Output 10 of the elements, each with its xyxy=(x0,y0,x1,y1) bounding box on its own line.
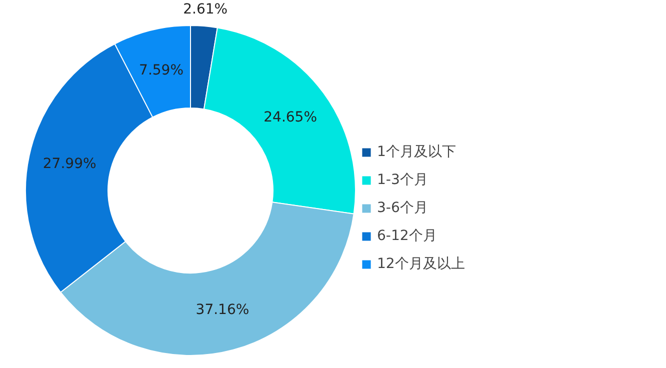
data-label: 27.99% xyxy=(42,156,96,172)
legend-label: 1个月及以下 xyxy=(377,143,456,161)
data-label: 37.16% xyxy=(196,302,250,318)
legend-label: 3-6个月 xyxy=(377,199,428,217)
legend-label: 6-12个月 xyxy=(377,227,437,245)
legend-label: 12个月及以上 xyxy=(377,255,465,273)
data-label: 2.61% xyxy=(183,2,228,18)
legend-label: 1-3个月 xyxy=(377,171,428,189)
data-label: 24.65% xyxy=(264,109,318,126)
data-label: 7.59% xyxy=(139,62,184,78)
